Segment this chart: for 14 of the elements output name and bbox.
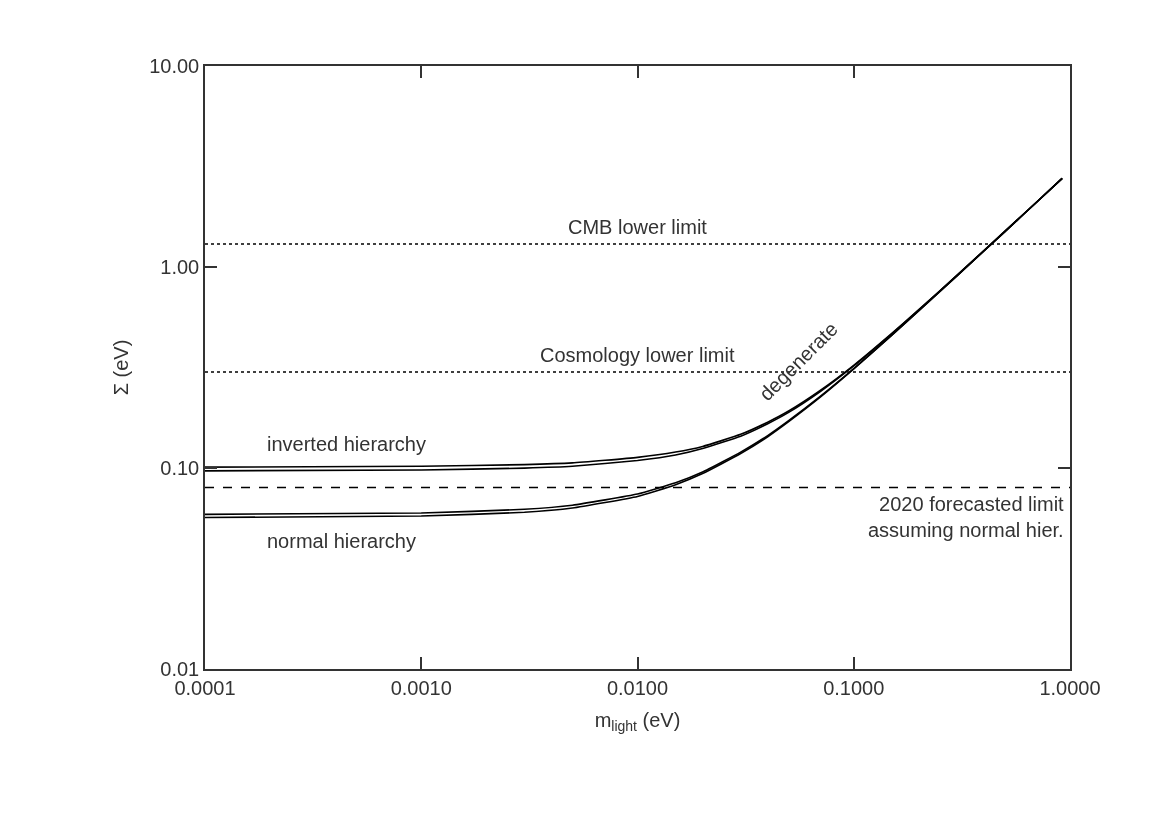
y-tick-label: 10.00 [149,55,200,77]
ref-line-label: CMB lower limit [568,216,708,238]
x-tick-label: 0.1000 [823,676,885,699]
y-tick-label: 1.00 [160,256,200,278]
x-tick-label: 0.0100 [606,676,669,699]
y-axis-title: Σ (eV) [110,339,133,396]
y-tick-label: 0.10 [160,457,200,479]
x-tick-label: 1.0000 [1039,676,1101,699]
ref-line-label: 2020 forecasted limit assuming normal hier. [868,493,1065,541]
ref-line-label: Cosmology lower limit [540,344,735,366]
series-label: inverted hierarchy [267,433,426,455]
x-tick-label: 0.0010 [390,676,452,699]
series-label: normal hierarchy [267,530,416,552]
x-axis-title: m$_{light}$ (eV) [594,708,681,734]
